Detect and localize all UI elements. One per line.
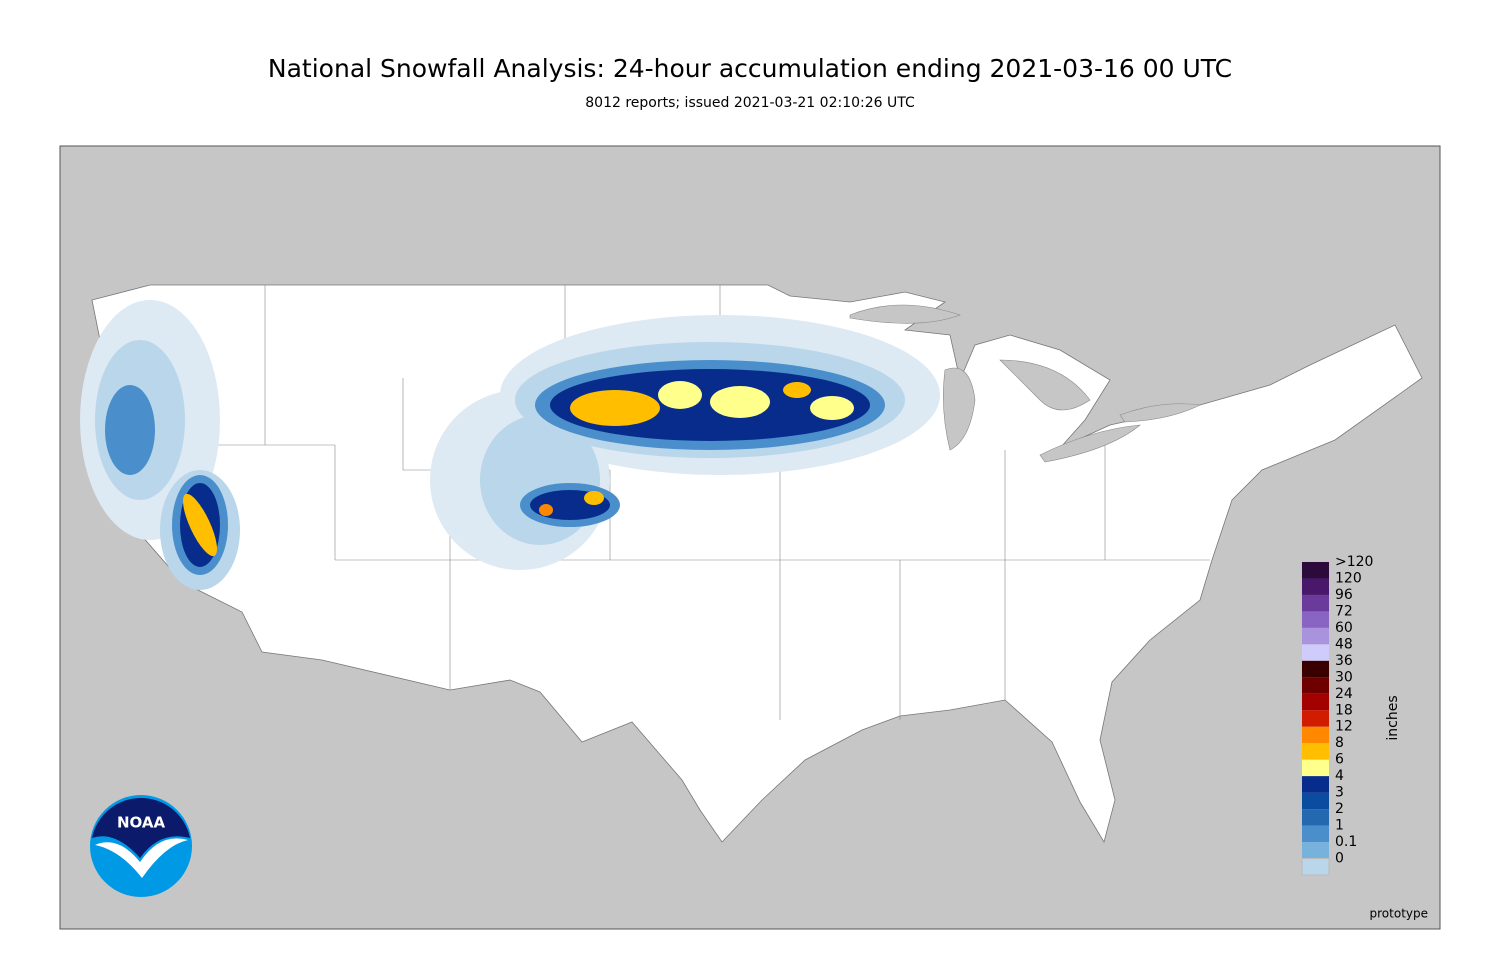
prototype-note: prototype — [1370, 907, 1428, 921]
logo-text: NOAA — [117, 814, 166, 832]
legend-swatch — [1302, 759, 1329, 777]
legend-swatch — [1302, 809, 1329, 826]
snowfall-field — [80, 300, 940, 590]
legend-label: 30 — [1335, 669, 1353, 685]
legend-swatch — [1302, 842, 1329, 859]
legend-swatch — [1302, 627, 1329, 645]
legend-label: 18 — [1335, 702, 1353, 718]
legend-swatch — [1301, 858, 1330, 876]
legend-swatch — [1302, 594, 1329, 612]
legend-label: 48 — [1335, 636, 1353, 652]
legend-swatch — [1302, 660, 1329, 678]
noaa-logo: NOAA — [90, 795, 192, 897]
legend-swatch — [1302, 677, 1329, 694]
legend-label: 60 — [1335, 620, 1353, 636]
legend-swatch — [1302, 776, 1329, 793]
legend-label: 1 — [1335, 818, 1344, 834]
legend-label: 36 — [1335, 653, 1353, 669]
legend-label: 12 — [1335, 719, 1353, 735]
legend-swatch — [1302, 562, 1329, 579]
legend-label: 120 — [1335, 570, 1362, 586]
legend-swatch — [1302, 644, 1329, 661]
legend-swatch — [1302, 743, 1329, 760]
legend-label: 8 — [1335, 735, 1344, 751]
legend-label: 0 — [1335, 851, 1344, 867]
legend-label: 4 — [1335, 768, 1344, 784]
legend-swatch — [1302, 710, 1329, 727]
title: National Snowfall Analysis: 24-hour accu… — [268, 54, 1232, 83]
legend-swatch — [1302, 726, 1329, 744]
legend-unit: inches — [1385, 695, 1401, 740]
legend-label: 6 — [1335, 752, 1344, 768]
legend-label: 24 — [1335, 686, 1353, 702]
legend-swatch — [1302, 578, 1329, 595]
legend-swatch — [1302, 792, 1329, 810]
legend-label: 3 — [1335, 785, 1344, 801]
great-lakes — [849, 304, 1202, 463]
legend-label: 96 — [1335, 587, 1353, 603]
legend-label: 2 — [1335, 801, 1344, 817]
legend-label: >120 — [1335, 554, 1373, 570]
legend-label: 0.1 — [1335, 834, 1357, 850]
legend-label: 72 — [1335, 603, 1353, 619]
subtitle: 8012 reports; issued 2021-03-21 02:10:26… — [585, 95, 915, 111]
legend-swatch — [1302, 611, 1329, 628]
land-us — [91, 284, 1423, 844]
legend-swatch — [1302, 825, 1329, 843]
legend-swatch — [1302, 693, 1329, 711]
map — [59, 145, 1441, 930]
